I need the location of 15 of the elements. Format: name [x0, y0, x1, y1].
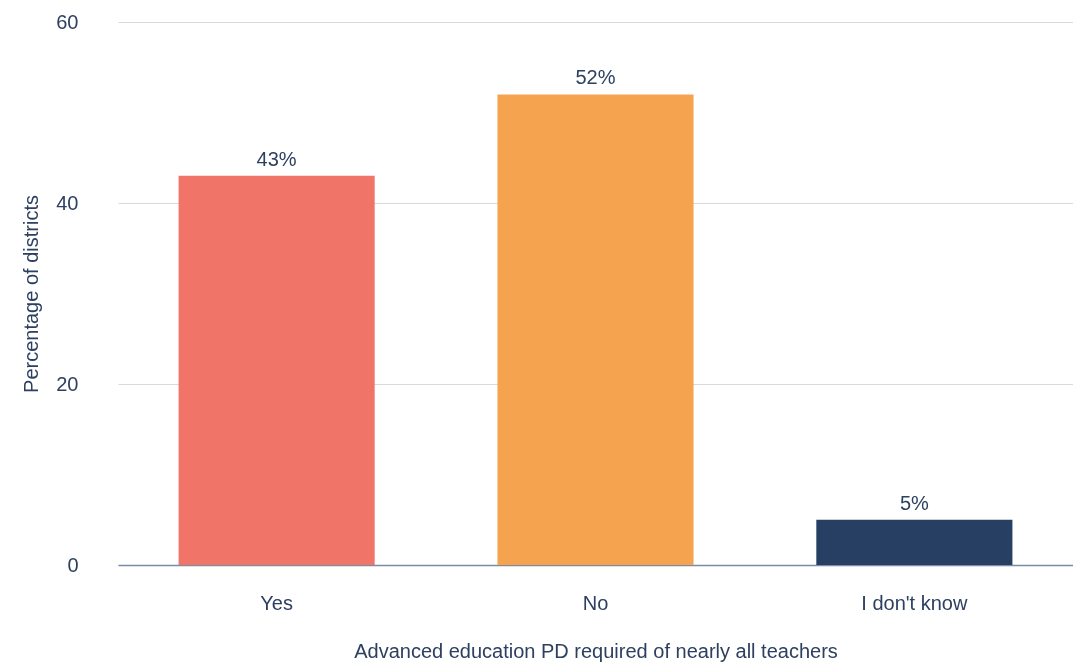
- x-tick-label: No: [582, 591, 609, 614]
- x-tick-label: I don't know: [861, 591, 968, 614]
- bar: [497, 94, 694, 565]
- data-label: 52%: [575, 66, 616, 89]
- y-tick-label: 0: [67, 553, 79, 576]
- y-tick-label: 60: [56, 10, 79, 33]
- bar: [178, 175, 375, 565]
- bar: [816, 519, 1013, 565]
- y-tick-label: 40: [56, 191, 79, 214]
- x-tick-label: Yes: [260, 591, 293, 614]
- x-axis-title: Advanced education PD required of nearly all teachers: [354, 639, 838, 662]
- y-tick-label: 20: [56, 372, 79, 395]
- data-label: 43%: [256, 147, 297, 170]
- data-label: 5%: [899, 491, 930, 514]
- y-axis-title: Percentage of districts: [20, 195, 43, 393]
